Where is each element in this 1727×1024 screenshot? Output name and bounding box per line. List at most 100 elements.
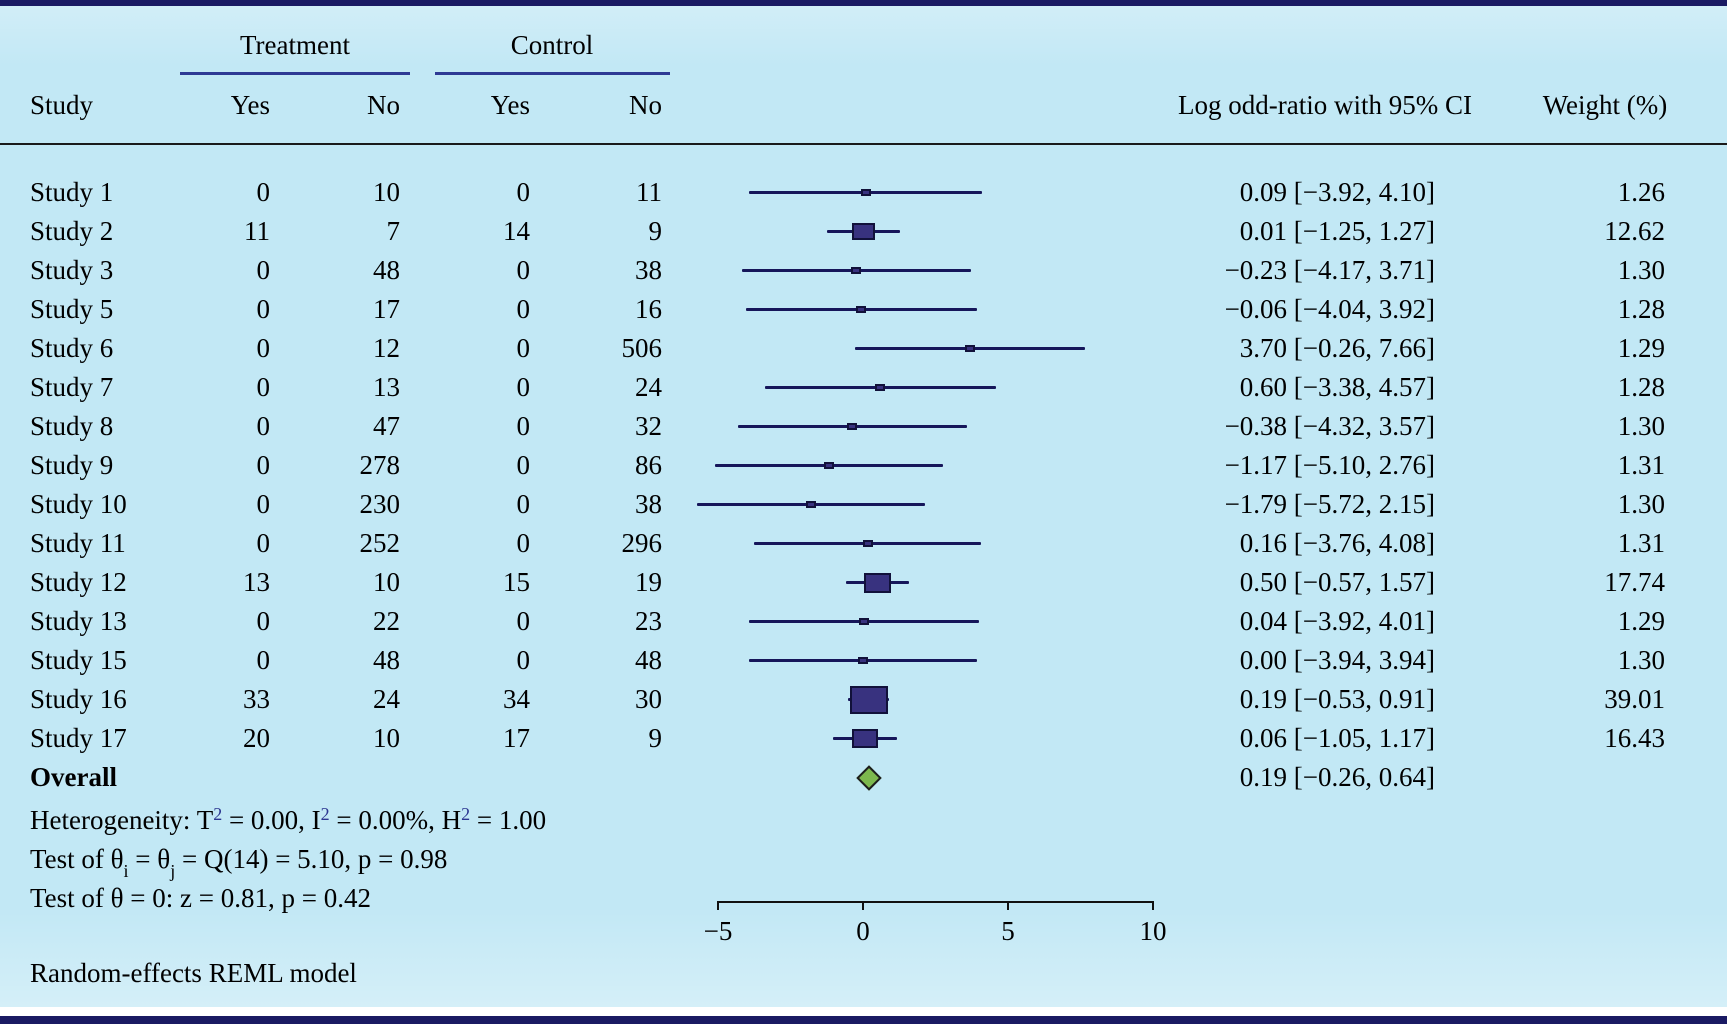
- count-control-no: 9: [648, 723, 663, 753]
- effect-ci-text: 0.01 [−1.25, 1.27]: [1239, 216, 1435, 246]
- point-estimate-marker: [875, 384, 885, 391]
- study-name: Study 15: [30, 645, 127, 675]
- weight-value: 16.43: [1604, 723, 1665, 753]
- point-estimate-marker: [851, 267, 861, 274]
- study-row: Study 2 11 7 14 9 0.01 [−1.25, 1.27] 12.62: [0, 212, 1727, 251]
- point-estimate-marker: [864, 573, 891, 593]
- weight-value: 1.30: [1617, 645, 1665, 675]
- study-name: Study 2: [30, 216, 114, 246]
- count-control-no: 9: [648, 216, 663, 246]
- study-row: Study 7 0 13 0 24 0.60 [−3.38, 4.57] 1.28: [0, 368, 1727, 407]
- superscript: 2: [213, 804, 223, 824]
- header-divider-line: [0, 143, 1727, 145]
- count-treatment-yes: 0: [256, 606, 271, 636]
- point-estimate-marker: [863, 540, 873, 547]
- count-treatment-yes: 0: [256, 450, 271, 480]
- x-axis-line: [718, 901, 1153, 903]
- count-treatment-no: 48: [373, 255, 400, 285]
- point-estimate-marker: [856, 306, 866, 313]
- study-row: Study 11 0 252 0 296 0.16 [−3.76, 4.08] 1.31: [0, 524, 1727, 563]
- study-name: Study 5: [30, 294, 114, 324]
- count-treatment-no: 7: [386, 216, 401, 246]
- study-name: Study 13: [30, 606, 127, 636]
- study-name: Study 16: [30, 684, 127, 714]
- count-control-yes: 0: [516, 606, 531, 636]
- count-treatment-yes: 0: [256, 411, 271, 441]
- count-control-yes: 17: [503, 723, 530, 753]
- count-treatment-yes: 0: [256, 645, 271, 675]
- study-name: Study 12: [30, 567, 127, 597]
- superscript: 2: [461, 804, 471, 824]
- count-treatment-yes: 33: [243, 684, 270, 714]
- study-name: Study 8: [30, 411, 114, 441]
- study-name: Study 1: [30, 177, 114, 207]
- x-axis-tick: [1007, 901, 1009, 910]
- count-control-no: 32: [635, 411, 662, 441]
- study-name: Study 3: [30, 255, 114, 285]
- study-row: Study 12 13 10 15 19 0.50 [−0.57, 1.57] 17.74: [0, 563, 1727, 602]
- count-treatment-yes: 0: [256, 255, 271, 285]
- count-control-yes: 0: [516, 294, 531, 324]
- treatment-group-underline: [180, 72, 410, 75]
- treatment-group-header: Treatment: [240, 30, 350, 60]
- count-treatment-no: 13: [373, 372, 400, 402]
- count-control-no: 38: [635, 489, 662, 519]
- subscript: j: [170, 861, 176, 881]
- study-row: Study 15 0 48 0 48 0.00 [−3.94, 3.94] 1.30: [0, 641, 1727, 680]
- study-row: Study 10 0 230 0 38 −1.79 [−5.72, 2.15] 1.30: [0, 485, 1727, 524]
- point-estimate-marker: [806, 501, 816, 508]
- point-estimate-marker: [824, 462, 834, 469]
- count-treatment-no: 22: [373, 606, 400, 636]
- x-axis-tick-label: −5: [703, 916, 733, 946]
- weight-value: 1.31: [1617, 528, 1665, 558]
- weight-value: 1.30: [1617, 255, 1665, 285]
- effect-ci-text: 0.19 [−0.53, 0.91]: [1239, 684, 1435, 714]
- model-note: Random-effects REML model: [30, 958, 357, 988]
- count-control-yes: 0: [516, 255, 531, 285]
- x-axis-tick: [862, 901, 864, 910]
- study-column-header: Study: [30, 90, 94, 120]
- top-frame-bar: [0, 0, 1727, 6]
- overall-row: Overall 0.19 [−0.26, 0.64]: [0, 758, 1727, 797]
- count-treatment-no: 278: [359, 450, 401, 480]
- effect-column-header: Log odd-ratio with 95% CI: [1178, 90, 1472, 120]
- count-control-no: 23: [635, 606, 662, 636]
- point-estimate-marker: [847, 423, 857, 430]
- effect-ci-text: 0.09 [−3.92, 4.10]: [1239, 177, 1435, 207]
- study-row: Study 8 0 47 0 32 −0.38 [−4.32, 3.57] 1.30: [0, 407, 1727, 446]
- effect-ci-text: 0.19 [−0.26, 0.64]: [1239, 762, 1435, 792]
- count-control-no: 506: [621, 333, 663, 363]
- count-treatment-no: 47: [373, 411, 400, 441]
- study-name: Overall: [30, 762, 117, 792]
- point-estimate-marker: [852, 223, 875, 240]
- count-control-no: 30: [635, 684, 662, 714]
- count-treatment-yes: 11: [244, 216, 270, 246]
- point-estimate-marker: [861, 189, 871, 196]
- effect-ci-text: 0.06 [−1.05, 1.17]: [1239, 723, 1435, 753]
- count-control-no: 296: [621, 528, 663, 558]
- study-name: Study 11: [30, 528, 126, 558]
- study-row: Study 3 0 48 0 38 −0.23 [−4.17, 3.71] 1.30: [0, 251, 1727, 290]
- effect-ci-text: 0.50 [−0.57, 1.57]: [1239, 567, 1435, 597]
- treatment-no-column-header: No: [367, 90, 400, 120]
- count-treatment-no: 230: [359, 489, 401, 519]
- heterogeneity-stats-line: Heterogeneity: T2 = 0.00, I2 = 0.00%, H2…: [30, 804, 547, 835]
- effect-ci-text: −1.79 [−5.72, 2.15]: [1224, 489, 1435, 519]
- effect-test-line: Test of θ = 0: z = 0.81, p = 0.42: [30, 883, 371, 913]
- superscript: 2: [320, 804, 330, 824]
- count-control-yes: 15: [503, 567, 530, 597]
- count-control-no: 24: [635, 372, 662, 402]
- treatment-yes-column-header: Yes: [230, 90, 270, 120]
- count-control-no: 16: [635, 294, 662, 324]
- count-control-no: 48: [635, 645, 662, 675]
- weight-value: 1.29: [1617, 606, 1665, 636]
- study-row: Study 5 0 17 0 16 −0.06 [−4.04, 3.92] 1.28: [0, 290, 1727, 329]
- x-axis-tick-label: 0: [856, 916, 870, 946]
- effect-ci-text: −0.23 [−4.17, 3.71]: [1224, 255, 1435, 285]
- weight-value: 1.26: [1617, 177, 1665, 207]
- count-treatment-no: 24: [373, 684, 400, 714]
- count-control-yes: 34: [503, 684, 530, 714]
- weight-value: 17.74: [1604, 567, 1665, 597]
- x-axis-tick: [1152, 901, 1154, 910]
